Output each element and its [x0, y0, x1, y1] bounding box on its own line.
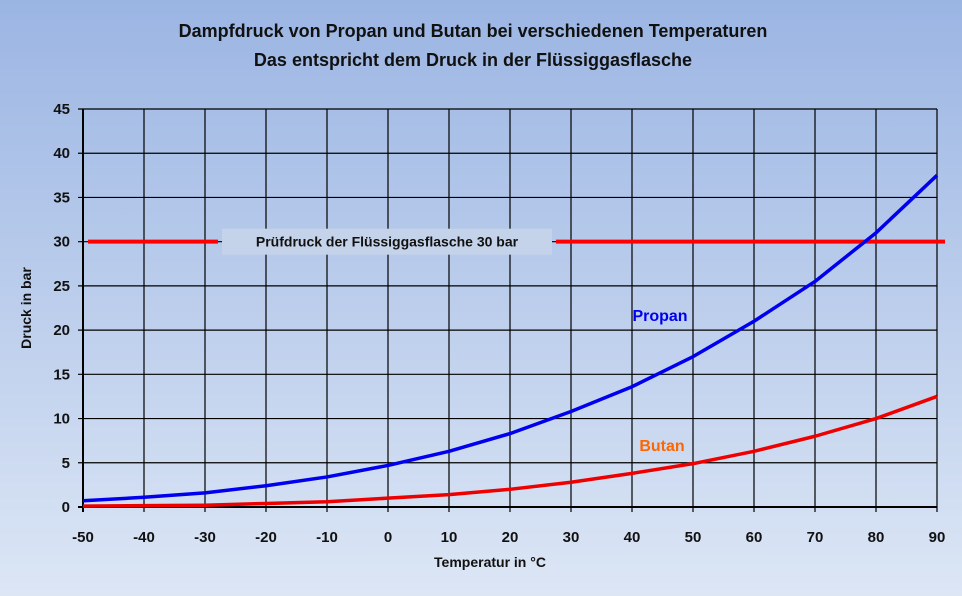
y-tick-label: 20: [53, 322, 70, 339]
x-tick-label: -20: [255, 529, 277, 546]
x-tick-label: -50: [72, 529, 94, 546]
y-tick-label: 25: [53, 278, 70, 295]
y-tick-label: 5: [62, 455, 70, 472]
reference-label-box: [222, 228, 552, 255]
x-tick-label: 40: [624, 529, 641, 546]
reference-label: Prüfdruck der Flüssiggasflasche 30 bar: [256, 234, 519, 250]
y-axis-label: Druck in bar: [18, 267, 34, 349]
y-tick-label: 40: [53, 145, 70, 162]
x-tick-label: 30: [563, 529, 580, 546]
x-tick-label: -30: [194, 529, 216, 546]
y-tick-label: 15: [53, 366, 70, 383]
series-line-propan: [82, 174, 939, 503]
x-axis-label: Temperatur in °C: [434, 554, 546, 570]
x-tick-label: 70: [807, 529, 824, 546]
x-tick-label: -40: [133, 529, 155, 546]
x-tick-label: -10: [316, 529, 338, 546]
series-label-propan: Propan: [632, 308, 687, 325]
series-label-butan: Butan: [639, 438, 684, 455]
x-tick-label: 90: [929, 529, 946, 546]
x-tick-label: 50: [685, 529, 702, 546]
y-tick-label: 10: [53, 411, 70, 428]
y-tick-label: 0: [62, 499, 70, 516]
y-tick-label: 35: [53, 189, 70, 206]
x-tick-label: 20: [502, 529, 519, 546]
chart-title: Dampfdruck von Propan und Butan bei vers…: [179, 21, 768, 41]
x-tick-label: 10: [441, 529, 458, 546]
x-tick-label: 80: [868, 529, 885, 546]
y-tick-label: 45: [53, 101, 70, 118]
y-tick-label: 30: [53, 234, 70, 251]
chart-subtitle: Das entspricht dem Druck in der Flüssigg…: [254, 50, 692, 70]
x-tick-label: 60: [746, 529, 763, 546]
x-tick-label: 0: [384, 529, 392, 546]
series-line-butan: [82, 394, 938, 508]
